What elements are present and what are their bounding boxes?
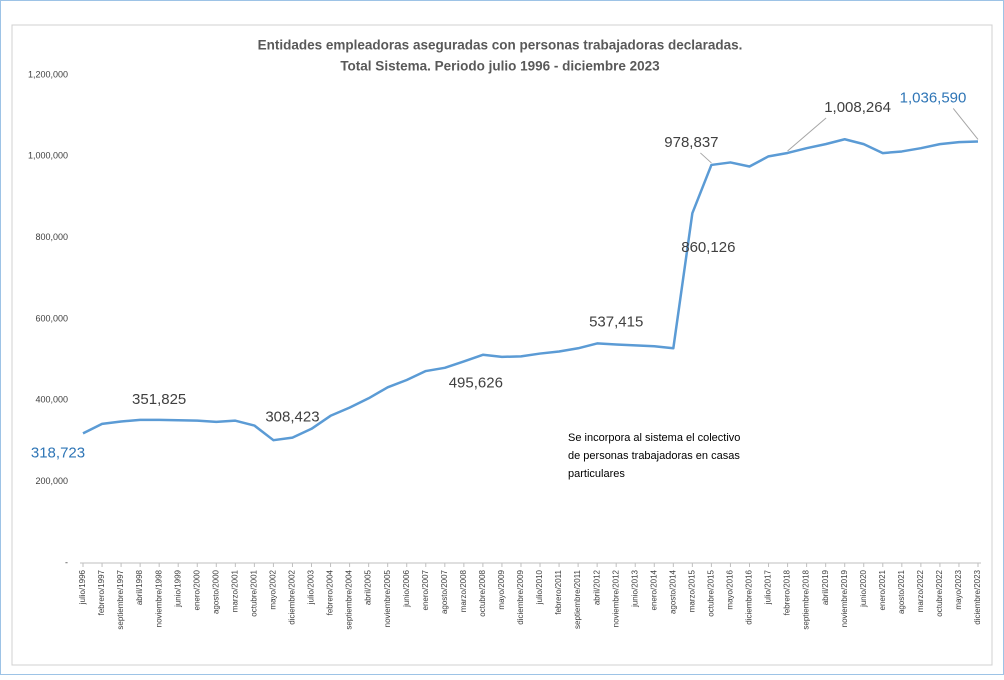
x-tick-label: octubre/2022 [935,569,944,616]
y-tick-label: 400,000 [35,395,68,405]
x-tick-label: febrero/1997 [97,569,106,615]
x-tick-label: mayo/2016 [726,569,735,609]
data-label: 1,036,590 [900,89,967,106]
note: Se incorpora al sistema el colectivo [568,432,740,444]
x-tick-label: abril/1998 [135,569,144,605]
x-tick-label: julio/2003 [307,569,316,605]
leader-line [952,108,979,140]
x-tick-label: febrero/2018 [783,569,792,615]
x-tick-label: diciembre/2002 [288,569,297,624]
x-tick-label: septiembre/2018 [802,569,811,629]
x-tick-label: noviembre/2012 [611,569,620,627]
x-tick-label: marzo/2001 [230,569,239,612]
x-tick-label: noviembre/1998 [154,569,163,627]
x-tick-label: agosto/2014 [668,569,677,614]
x-tick-label: enero/2021 [878,569,887,610]
data-label: 495,626 [449,374,503,391]
x-tick-label: diciembre/2009 [516,569,525,624]
y-tick-label: - [65,557,68,567]
x-tick-label: septiembre/2004 [345,569,354,629]
x-tick-label: febrero/2011 [554,569,563,614]
data-label: 351,825 [132,391,186,408]
x-tick-label: julio/1996 [78,569,87,605]
x-tick-label: mayo/2002 [269,569,278,609]
x-tick-label: marzo/2015 [687,569,696,612]
x-tick-label: diciembre/2016 [745,569,754,624]
x-tick-label: agosto/2000 [211,569,220,614]
chart-frame [11,24,993,666]
note: de personas trabajadoras en casas [568,450,740,462]
x-tick-label: septiembre/1997 [116,569,125,629]
x-tick-label: junio/2013 [630,569,639,607]
x-tick-label: mayo/2023 [954,569,963,609]
x-tick-label: junio/1999 [173,569,182,607]
x-tick-label: octubre/2001 [249,569,258,616]
data-label: 318,723 [31,444,85,461]
x-tick-label: noviembre/2005 [383,569,392,627]
x-tick-label: abril/2012 [592,569,601,605]
x-tick-label: noviembre/2019 [840,569,849,627]
x-tick-label: mayo/2009 [497,569,506,609]
data-label: 1,008,264 [824,99,891,116]
y-tick-label: 200,000 [35,476,68,486]
x-tick-label: agosto/2021 [897,569,906,614]
x-tick-label: diciembre/2023 [973,569,982,624]
x-tick-label: octubre/2015 [707,569,716,616]
x-tick-label: junio/2020 [859,569,868,607]
x-tick-label: enero/2014 [649,569,658,610]
y-tick-label: 1,000,000 [28,151,68,161]
data-label: 537,415 [589,313,643,330]
y-tick-label: 600,000 [35,313,68,323]
x-tick-label: marzo/2008 [459,569,468,612]
data-label: 860,126 [681,239,735,256]
x-tick-label: abril/2019 [821,569,830,605]
x-tick-label: enero/2000 [192,569,201,610]
x-tick-label: enero/2007 [421,569,430,610]
x-tick-label: junio/2006 [402,569,411,607]
x-tick-label: julio/2010 [535,569,544,605]
data-label: 978,837 [664,134,718,151]
y-tick-label: 800,000 [35,232,68,242]
y-tick-label: 1,200,000 [28,69,68,79]
x-tick-label: febrero/2004 [326,569,335,615]
leader-line [787,117,827,152]
line [82,138,979,442]
x-tick-label: abril/2005 [364,569,373,605]
x-tick-label: septiembre/2011 [573,569,582,629]
data-label: 308,423 [265,409,319,426]
note: particulares [568,468,625,480]
chart-title: Entidades empleadoras aseguradas con per… [258,38,743,53]
x-tick-label: marzo/2022 [916,569,925,612]
x-tick-label: octubre/2008 [478,569,487,616]
leader-line [700,152,712,164]
x-tick-label: julio/2017 [764,569,773,605]
x-tick-label: agosto/2007 [440,569,449,614]
chart-title: Total Sistema. Periodo julio 1996 - dici… [340,59,660,74]
